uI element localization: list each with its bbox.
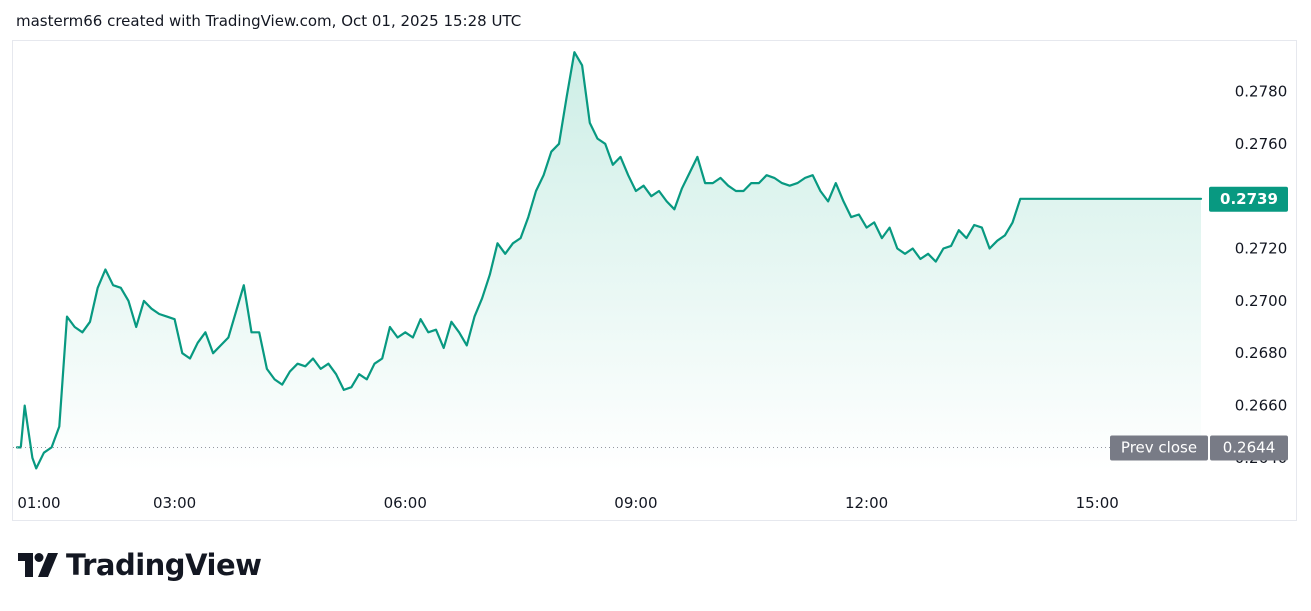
- price-area-fill: [17, 52, 1201, 471]
- y-axis: 0.27800.27600.27200.27000.26800.26600.26…: [1235, 82, 1288, 466]
- y-tick-label: 0.2700: [1235, 292, 1288, 310]
- y-tick-label: 0.2660: [1235, 397, 1288, 415]
- tradingview-logo-icon: [18, 553, 58, 577]
- prev-close-value-badge: [1210, 435, 1288, 461]
- logo-text: TradingView: [66, 548, 262, 582]
- price-chart[interactable]: 0.2780 0.2760 0.2720 0.2700 0.2680 0.2660 0.26…: [13, 41, 1298, 522]
- x-tick-label: 12:00: [845, 494, 888, 512]
- tradingview-logo[interactable]: TradingView: [18, 548, 262, 582]
- badge-layer: 0.2739 Prev close 0.2644: [1110, 186, 1288, 461]
- prev-close-caption: Prev close: [1121, 438, 1197, 456]
- x-axis: 01:00 03:00 06:00 09:00 12:00 15:00: [17, 494, 1118, 512]
- y-tick-label: 0.2780: [1235, 82, 1288, 100]
- price-line: [15, 51, 1203, 470]
- chart-frame: 0.2780 0.2760 0.2720 0.2700 0.2680 0.2660 0.26…: [12, 40, 1297, 521]
- y-tick-label: 0.2680: [1235, 344, 1288, 362]
- last-price-badge: [1209, 186, 1288, 212]
- prev-close-caption-badge: [1110, 435, 1208, 461]
- x-tick-label: 01:00: [17, 494, 60, 512]
- prev-close-value: 0.2644: [1223, 438, 1276, 456]
- y-tick-label: 0.2760: [1235, 135, 1288, 153]
- y-tick-label: 0.2720: [1235, 240, 1288, 258]
- area-layer: [17, 52, 1201, 471]
- x-tick-label: 09:00: [614, 494, 657, 512]
- x-tick-label: 06:00: [384, 494, 427, 512]
- last-price-label: 0.2739: [1220, 190, 1278, 208]
- line-layer: [15, 51, 1203, 470]
- x-tick-label: 15:00: [1076, 494, 1119, 512]
- chart-caption: masterm66 created with TradingView.com, …: [16, 12, 522, 30]
- x-tick-label: 03:00: [153, 494, 196, 512]
